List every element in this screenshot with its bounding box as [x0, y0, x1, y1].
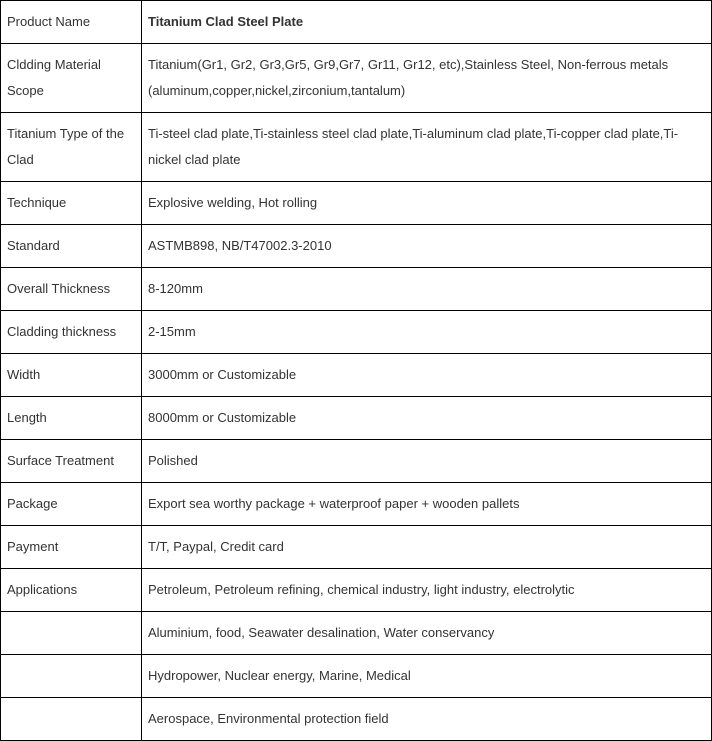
table-row: Surface Treatment Polished [1, 440, 712, 483]
row-value: Explosive welding, Hot rolling [142, 182, 712, 225]
row-value: Titanium Clad Steel Plate [142, 1, 712, 44]
table-row: Length 8000mm or Customizable [1, 397, 712, 440]
row-value: Aerospace, Environmental protection fiel… [142, 698, 712, 741]
row-value: 3000mm or Customizable [142, 354, 712, 397]
row-label: Applications [1, 569, 142, 612]
row-value: 2-15mm [142, 311, 712, 354]
table-row: Package Export sea worthy package + wate… [1, 483, 712, 526]
row-label [1, 655, 142, 698]
spec-table-body: Product Name Titanium Clad Steel Plate C… [1, 1, 712, 741]
row-value: Ti-steel clad plate,Ti-stainless steel c… [142, 113, 712, 182]
row-label [1, 698, 142, 741]
row-value: 8-120mm [142, 268, 712, 311]
row-label: Width [1, 354, 142, 397]
row-label: Length [1, 397, 142, 440]
row-label: Overall Thickness [1, 268, 142, 311]
table-row: Hydropower, Nuclear energy, Marine, Medi… [1, 655, 712, 698]
row-value: Petroleum, Petroleum refining, chemical … [142, 569, 712, 612]
row-label: Technique [1, 182, 142, 225]
row-value: Export sea worthy package + waterproof p… [142, 483, 712, 526]
table-row: Cladding thickness 2-15mm [1, 311, 712, 354]
row-value: Hydropower, Nuclear energy, Marine, Medi… [142, 655, 712, 698]
row-label: Surface Treatment [1, 440, 142, 483]
table-row: Standard ASTMB898, NB/T47002.3-2010 [1, 225, 712, 268]
row-label: Standard [1, 225, 142, 268]
table-row: Titanium Type of the Clad Ti-steel clad … [1, 113, 712, 182]
row-label: Cladding thickness [1, 311, 142, 354]
table-row: Applications Petroleum, Petroleum refini… [1, 569, 712, 612]
table-row: Cldding Material Scope Titanium(Gr1, Gr2… [1, 44, 712, 113]
row-label: Cldding Material Scope [1, 44, 142, 113]
row-label: Titanium Type of the Clad [1, 113, 142, 182]
row-value: ASTMB898, NB/T47002.3-2010 [142, 225, 712, 268]
row-value: Titanium(Gr1, Gr2, Gr3,Gr5, Gr9,Gr7, Gr1… [142, 44, 712, 113]
row-label: Package [1, 483, 142, 526]
table-row: Aerospace, Environmental protection fiel… [1, 698, 712, 741]
row-value: 8000mm or Customizable [142, 397, 712, 440]
row-label: Product Name [1, 1, 142, 44]
row-label: Payment [1, 526, 142, 569]
table-row: Width 3000mm or Customizable [1, 354, 712, 397]
product-spec-table: Product Name Titanium Clad Steel Plate C… [0, 0, 712, 741]
table-row: Payment T/T, Paypal, Credit card [1, 526, 712, 569]
row-value: Polished [142, 440, 712, 483]
row-label [1, 612, 142, 655]
row-value: T/T, Paypal, Credit card [142, 526, 712, 569]
table-row: Aluminium, food, Seawater desalination, … [1, 612, 712, 655]
table-row: Technique Explosive welding, Hot rolling [1, 182, 712, 225]
table-row: Overall Thickness 8-120mm [1, 268, 712, 311]
table-row: Product Name Titanium Clad Steel Plate [1, 1, 712, 44]
row-value: Aluminium, food, Seawater desalination, … [142, 612, 712, 655]
